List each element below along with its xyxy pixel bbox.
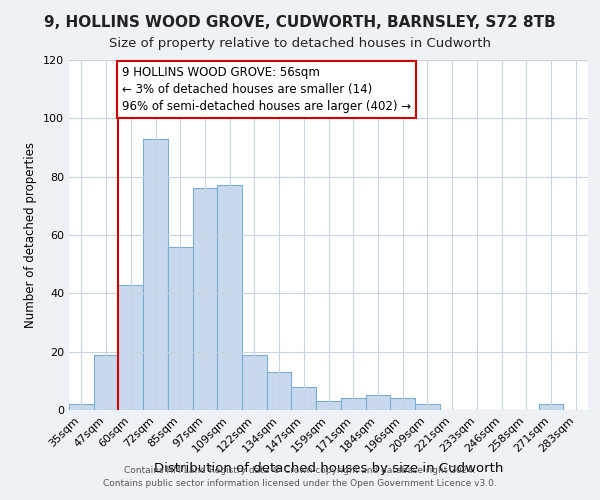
Y-axis label: Number of detached properties: Number of detached properties	[25, 142, 37, 328]
Bar	[539, 404, 563, 410]
Bar	[143, 139, 168, 410]
Bar	[390, 398, 415, 410]
Text: Size of property relative to detached houses in Cudworth: Size of property relative to detached ho…	[109, 38, 491, 51]
Bar	[341, 398, 365, 410]
Text: 9, HOLLINS WOOD GROVE, CUDWORTH, BARNSLEY, S72 8TB: 9, HOLLINS WOOD GROVE, CUDWORTH, BARNSLE…	[44, 15, 556, 30]
Bar	[292, 386, 316, 410]
Bar	[193, 188, 217, 410]
Bar	[217, 186, 242, 410]
Bar	[242, 354, 267, 410]
Bar	[168, 246, 193, 410]
Bar	[415, 404, 440, 410]
X-axis label: Distribution of detached houses by size in Cudworth: Distribution of detached houses by size …	[154, 462, 503, 475]
Bar	[118, 284, 143, 410]
Bar	[316, 401, 341, 410]
Bar	[267, 372, 292, 410]
Text: Contains HM Land Registry data © Crown copyright and database right 2024.
Contai: Contains HM Land Registry data © Crown c…	[103, 466, 497, 487]
Bar	[365, 396, 390, 410]
Bar	[94, 354, 118, 410]
Text: 9 HOLLINS WOOD GROVE: 56sqm
← 3% of detached houses are smaller (14)
96% of semi: 9 HOLLINS WOOD GROVE: 56sqm ← 3% of deta…	[122, 66, 411, 113]
Bar	[69, 404, 94, 410]
